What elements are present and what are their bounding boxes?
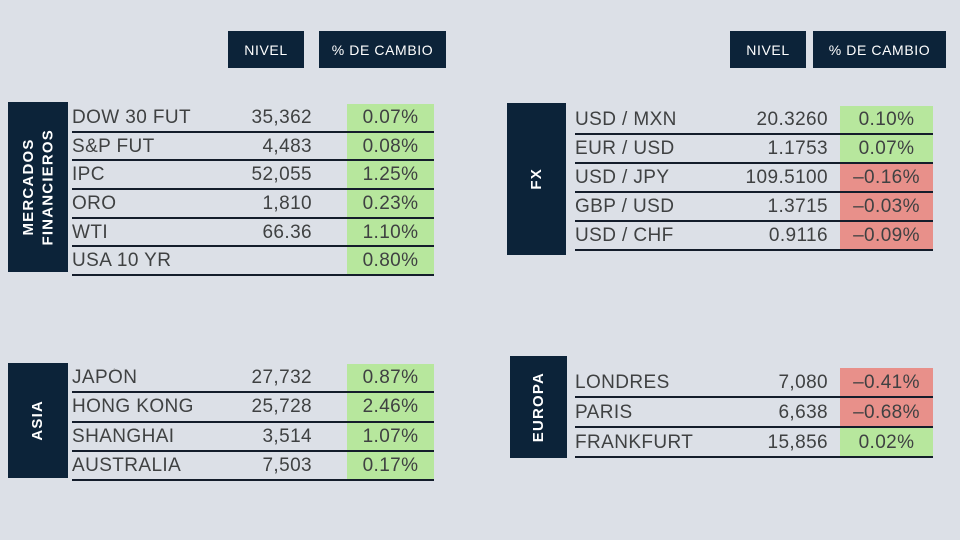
row-level-value: 20.3260: [756, 109, 828, 130]
row-change-value: 1.25%: [347, 161, 434, 189]
nivel-column-header-left: NIVEL: [228, 31, 304, 68]
table-fx: USD / MXN 20.3260 0.10% EUR / USD 1.1753 0.07…: [575, 106, 933, 251]
row-instrument-label: DOW 30 FUT: [72, 107, 192, 127]
row-instrument-label: WTI: [72, 222, 109, 242]
row-instrument-label: IPC: [72, 165, 105, 185]
market-row: USD / MXN 20.3260 0.10%: [575, 106, 933, 135]
row-instrument-label: EUR / USD: [575, 139, 675, 158]
market-row: WTI 66.36 1.10%: [72, 218, 434, 248]
row-change-value: 0.08%: [347, 132, 434, 160]
row-instrument-label: GBP / USD: [575, 197, 675, 216]
row-change-value: –0.09%: [840, 222, 933, 249]
sidebar-asia-label: ASIA: [29, 400, 47, 441]
market-row: EUR / USD 1.1753 0.07%: [575, 135, 933, 164]
table-asia: JAPÓN 27,732 0.87% HONG KONG 25,728 2.46% SHAN…: [72, 364, 434, 482]
market-row: USA 10 YR 0.80%: [72, 247, 434, 277]
sidebar-europa: EUROPA: [510, 356, 567, 458]
sidebar-mercados-financieros: MERCADOS FINANCIEROS: [8, 102, 68, 272]
row-change-value: 0.17%: [347, 451, 434, 480]
row-change-value: 0.87%: [347, 364, 434, 392]
sidebar-fx: FX: [507, 103, 566, 255]
market-row: USD / CHF 0.9116 –0.09%: [575, 222, 933, 251]
row-change-value: 0.07%: [840, 135, 933, 162]
row-instrument-label: S&P FUT: [72, 136, 155, 156]
row-level-value: 52,055: [251, 164, 312, 186]
market-row: FRANKFURT 15,856 0.02%: [575, 428, 933, 458]
row-instrument-label: ORO: [72, 193, 117, 213]
market-row: IPC 52,055 1.25%: [72, 161, 434, 191]
row-change-value: –0.68%: [840, 398, 933, 426]
row-change-value: 0.80%: [347, 247, 434, 275]
market-row: GBP / USD 1.3715 –0.03%: [575, 193, 933, 222]
row-level-value: 1.3715: [767, 196, 828, 217]
row-level-value: 6,638: [778, 401, 828, 423]
sidebar-fx-label: FX: [527, 168, 545, 190]
row-instrument-label: USA 10 YR: [72, 251, 172, 271]
row-change-value: 0.02%: [840, 428, 933, 456]
market-row: S&P FUT 4,483 0.08%: [72, 132, 434, 162]
row-change-value: 2.46%: [347, 393, 434, 421]
market-row: PARIS 6,638 –0.68%: [575, 398, 933, 428]
market-row: AUSTRALIA 7,503 0.17%: [72, 451, 434, 482]
row-instrument-label: USD / JPY: [575, 168, 670, 187]
row-instrument-label: SHANGHAI: [72, 426, 175, 446]
nivel-column-header-right: NIVEL: [730, 31, 806, 68]
row-level-value: 35,362: [251, 106, 312, 128]
market-row: ORO 1,810 0.23%: [72, 190, 434, 219]
row-instrument-label: USD / MXN: [575, 110, 677, 129]
row-instrument-label: HONG KONG: [72, 397, 194, 417]
sidebar-mercados-financieros-label: MERCADOS FINANCIEROS: [19, 128, 57, 246]
row-change-value: –0.16%: [840, 164, 933, 191]
market-row: HONG KONG 25,728 2.46%: [72, 393, 434, 423]
row-instrument-label: FRANKFURT: [575, 432, 694, 452]
table-europa: LONDRES 7,080 –0.41% PARIS 6,638 –0.68% FRANKF…: [575, 368, 933, 458]
row-instrument-label: PARIS: [575, 402, 633, 422]
row-level-value: 1,810: [262, 192, 312, 214]
pct-change-column-header-right: % DE CAMBIO: [813, 31, 946, 68]
row-level-value: 1.1753: [767, 138, 828, 159]
row-instrument-label: USD / CHF: [575, 226, 674, 245]
pct-change-column-header-left: % DE CAMBIO: [319, 31, 446, 68]
row-level-value: 7,503: [262, 455, 312, 477]
row-change-value: –0.41%: [840, 368, 933, 396]
row-change-value: 1.07%: [347, 422, 434, 450]
row-level-value: 109.5100: [745, 167, 828, 188]
row-instrument-label: LONDRES: [575, 372, 670, 392]
market-row: JAPÓN 27,732 0.87%: [72, 364, 434, 394]
row-level-value: 7,080: [778, 371, 828, 393]
row-change-value: 0.10%: [840, 106, 933, 133]
table-mercados-financieros: DOW 30 FUT 35,362 0.07% S&P FUT 4,483 0.08% IP…: [72, 104, 434, 277]
row-change-value: –0.03%: [840, 193, 933, 220]
row-instrument-label: AUSTRALIA: [72, 456, 182, 476]
sidebar-asia: ASIA: [8, 363, 68, 478]
market-row: LONDRES 7,080 –0.41%: [575, 368, 933, 398]
row-level-value: 0.9116: [768, 225, 828, 246]
row-level-value: 27,732: [251, 367, 312, 389]
sidebar-europa-label: EUROPA: [529, 371, 547, 443]
row-change-value: 1.10%: [347, 218, 434, 246]
market-row: DOW 30 FUT 35,362 0.07%: [72, 104, 434, 133]
row-level-value: 66.36: [262, 221, 312, 243]
market-row: USD / JPY 109.5100 –0.16%: [575, 164, 933, 193]
row-level-value: 25,728: [251, 396, 312, 418]
row-level-value: 3,514: [262, 425, 312, 447]
row-instrument-label: JAPÓN: [72, 368, 138, 388]
row-change-value: 0.07%: [347, 104, 434, 131]
market-row: SHANGHAI 3,514 1.07%: [72, 422, 434, 452]
row-change-value: 0.23%: [347, 190, 434, 217]
row-level-value: 15,856: [767, 431, 828, 453]
row-level-value: 4,483: [262, 135, 312, 157]
